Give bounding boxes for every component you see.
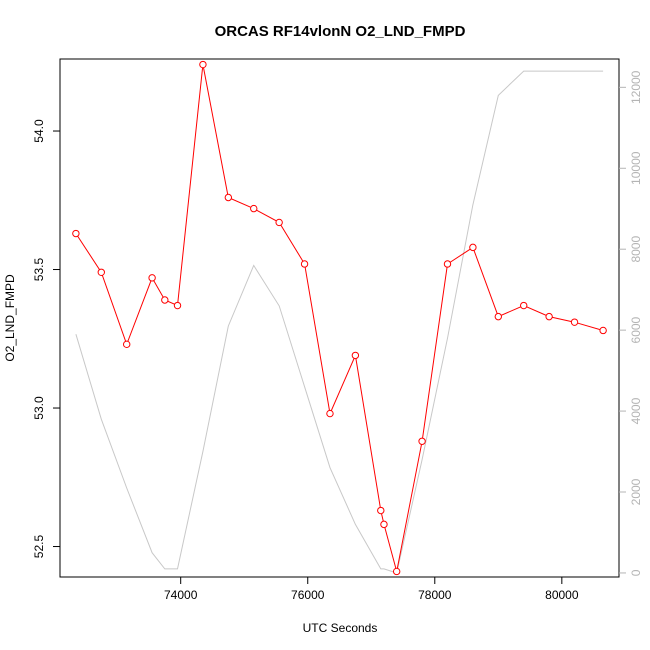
y2-tick-label: 6000 [629,316,643,343]
y2-tick-label: 8000 [629,236,643,263]
data-point [326,409,334,418]
series-layer [72,60,607,576]
data-point [122,340,131,349]
primary-series-line [75,64,604,572]
x-tick-label: 78000 [418,588,452,602]
data-point [224,193,233,202]
data-point [380,520,388,529]
data-point [97,268,105,276]
y2-tick-label: 2000 [629,478,643,505]
data-point [72,229,80,238]
x-tick-label: 80000 [545,588,579,602]
y-tick-label: 53.0 [32,396,46,420]
data-point [418,437,426,445]
data-point [443,260,452,268]
data-point [599,326,607,335]
y-axis-right: 0 2000 4000 6000 8000 10000 12000 [619,70,643,576]
data-point [545,312,553,321]
y-axis-label: O2_LND_FMPD [3,274,17,362]
y-tick-label: 54.0 [32,119,46,143]
data-point [275,218,283,227]
y-tick-label: 53.5 [32,258,46,282]
y2-tick-label: 10000 [629,151,643,185]
data-point [173,301,182,310]
chart-title: ORCAS RF14vlonN O2_LND_FMPD [215,23,466,40]
x-axis: 74000 76000 78000 80000 [164,577,579,602]
data-point [377,506,385,515]
data-point [300,260,309,268]
data-point [351,351,360,360]
plot-frame [59,58,620,578]
y-tick-label: 52.5 [32,535,46,559]
y-axis-left: 52.5 53.0 53.5 54.0 [32,119,60,558]
data-point [570,318,579,326]
data-point [494,312,503,321]
data-point [148,274,156,282]
y2-tick-label: 4000 [629,397,643,424]
y2-tick-label: 12000 [629,70,643,104]
data-point [520,301,528,310]
x-tick-label: 74000 [164,588,198,602]
data-point [469,243,477,252]
secondary-series-line [75,70,604,574]
data-point [392,567,401,576]
data-point [250,204,258,213]
data-point [199,60,207,69]
y2-tick-label: 0 [629,569,643,576]
x-axis-label: UTC Seconds [303,621,378,635]
data-point [161,296,169,304]
x-tick-label: 76000 [291,588,325,602]
